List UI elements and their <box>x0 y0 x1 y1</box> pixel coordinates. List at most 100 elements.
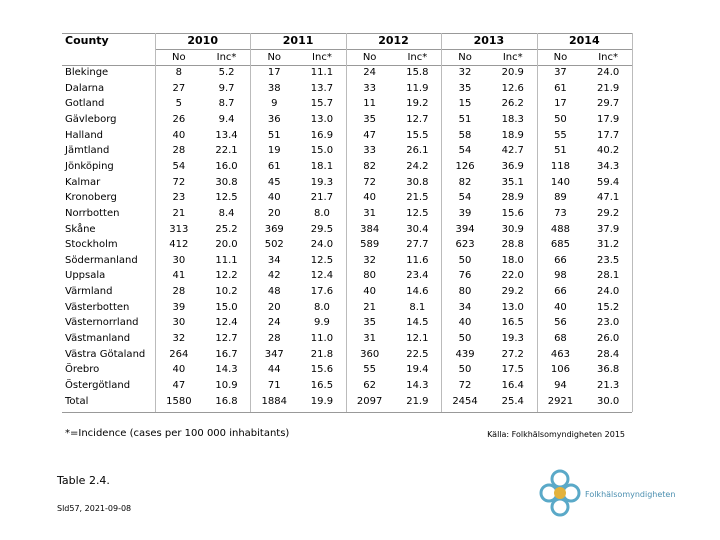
cell: 439 <box>455 348 475 360</box>
cell: 20.9 <box>501 67 524 78</box>
cell: 31 <box>363 333 376 345</box>
cell: 34.3 <box>597 160 620 172</box>
cell: 21.8 <box>310 348 334 360</box>
cell: 264 <box>169 348 189 360</box>
year-header: 2014 <box>568 34 600 47</box>
year-header: 2011 <box>282 34 314 47</box>
cell: 21.3 <box>597 380 620 391</box>
cell: 12.1 <box>406 333 429 345</box>
cell: 24.0 <box>310 239 334 251</box>
cell: 13.7 <box>310 82 334 94</box>
cell: 28 <box>172 286 186 298</box>
cell: 16.9 <box>310 129 334 141</box>
column-divider <box>345 33 347 413</box>
cell: 29.5 <box>310 223 334 235</box>
cell: 18.3 <box>501 113 524 125</box>
county-name: Östergötland <box>65 380 131 391</box>
cell: 36.9 <box>501 160 524 172</box>
cell: 12.7 <box>406 113 429 125</box>
cell: 8 <box>175 67 183 78</box>
sub-header: Inc* <box>312 52 332 63</box>
cell: 360 <box>360 348 380 360</box>
cell: 34 <box>267 254 281 266</box>
cell: 9.9 <box>313 317 330 329</box>
cell: 17.9 <box>597 113 620 125</box>
cell: 1884 <box>261 395 287 407</box>
slide-id: Sld57, 2021-09-08 <box>57 504 132 513</box>
cell: 33 <box>363 145 376 157</box>
cell: 58 <box>458 129 472 141</box>
cell: 9.4 <box>218 113 235 125</box>
cell: 42 <box>267 270 281 282</box>
cell: 11.1 <box>310 67 334 78</box>
cell: 623 <box>455 239 475 251</box>
cell: 31 <box>363 207 376 219</box>
county-name: Jönköping <box>65 160 114 172</box>
cell: 13.0 <box>310 113 334 125</box>
table-top-line <box>62 33 632 34</box>
cell: 21 <box>172 207 186 219</box>
cell: 18.9 <box>501 129 524 141</box>
cell: 98 <box>554 270 567 282</box>
cell: 27 <box>172 82 186 94</box>
column-divider <box>441 33 443 413</box>
cell: 82 <box>458 176 472 188</box>
cell: 16.7 <box>215 348 238 360</box>
cell: 14.3 <box>406 380 429 391</box>
county-name: Gotland <box>65 98 105 110</box>
cell: 72 <box>458 380 472 391</box>
cell: 8.0 <box>313 301 330 313</box>
cell: 313 <box>169 223 189 235</box>
cell: 412 <box>169 239 189 251</box>
cell: 61 <box>554 82 567 94</box>
cell: 19.9 <box>310 395 334 407</box>
cell: 17 <box>267 67 281 78</box>
county-name: Jämtland <box>65 145 110 157</box>
county-name: Södermanland <box>65 254 138 266</box>
county-name: Stockholm <box>65 239 118 251</box>
cell: 9 <box>271 98 278 110</box>
cell: 13.0 <box>501 301 524 313</box>
cell: 21 <box>363 301 376 313</box>
cell: 24 <box>267 317 281 329</box>
cell: 19 <box>267 145 281 157</box>
cell: 488 <box>550 223 570 235</box>
cell: 66 <box>554 254 567 266</box>
cell: 39 <box>458 207 472 219</box>
cell: 36 <box>267 113 281 125</box>
cell: 41 <box>172 270 186 282</box>
cell: 30.4 <box>406 223 429 235</box>
cell: 394 <box>455 223 475 235</box>
cell: 12.4 <box>215 317 238 329</box>
cell: 15.0 <box>310 145 334 157</box>
county-name: Skåne <box>65 223 96 235</box>
cell: 26.2 <box>501 98 524 110</box>
cell: 12.5 <box>406 207 429 219</box>
cell: 15.6 <box>310 364 334 376</box>
cell: 40.2 <box>597 145 620 157</box>
cell: 8.7 <box>218 98 235 110</box>
cell: 94 <box>554 380 567 391</box>
cell: 21.5 <box>406 192 429 204</box>
cell: 40 <box>363 192 376 204</box>
table-bottom-line <box>62 412 632 414</box>
county-name: Gävleborg <box>65 113 117 125</box>
cell: 27.2 <box>501 348 524 360</box>
cell: 369 <box>264 223 284 235</box>
sub-header: Inc* <box>502 52 523 63</box>
sub-header: No <box>362 52 377 63</box>
cell: 48 <box>267 286 281 298</box>
cell: 35 <box>363 317 376 329</box>
cell: 21.9 <box>597 82 620 94</box>
cell: 55 <box>363 364 376 376</box>
cell: 73 <box>554 207 567 219</box>
cell: 59.4 <box>597 176 620 188</box>
cell: 76 <box>458 270 472 282</box>
cell: 23 <box>172 192 186 204</box>
cell: 685 <box>550 239 570 251</box>
cell: 20.0 <box>215 239 238 251</box>
column-divider <box>155 33 156 413</box>
sub-header: Inc* <box>407 52 428 63</box>
cell: 31.2 <box>597 239 620 251</box>
